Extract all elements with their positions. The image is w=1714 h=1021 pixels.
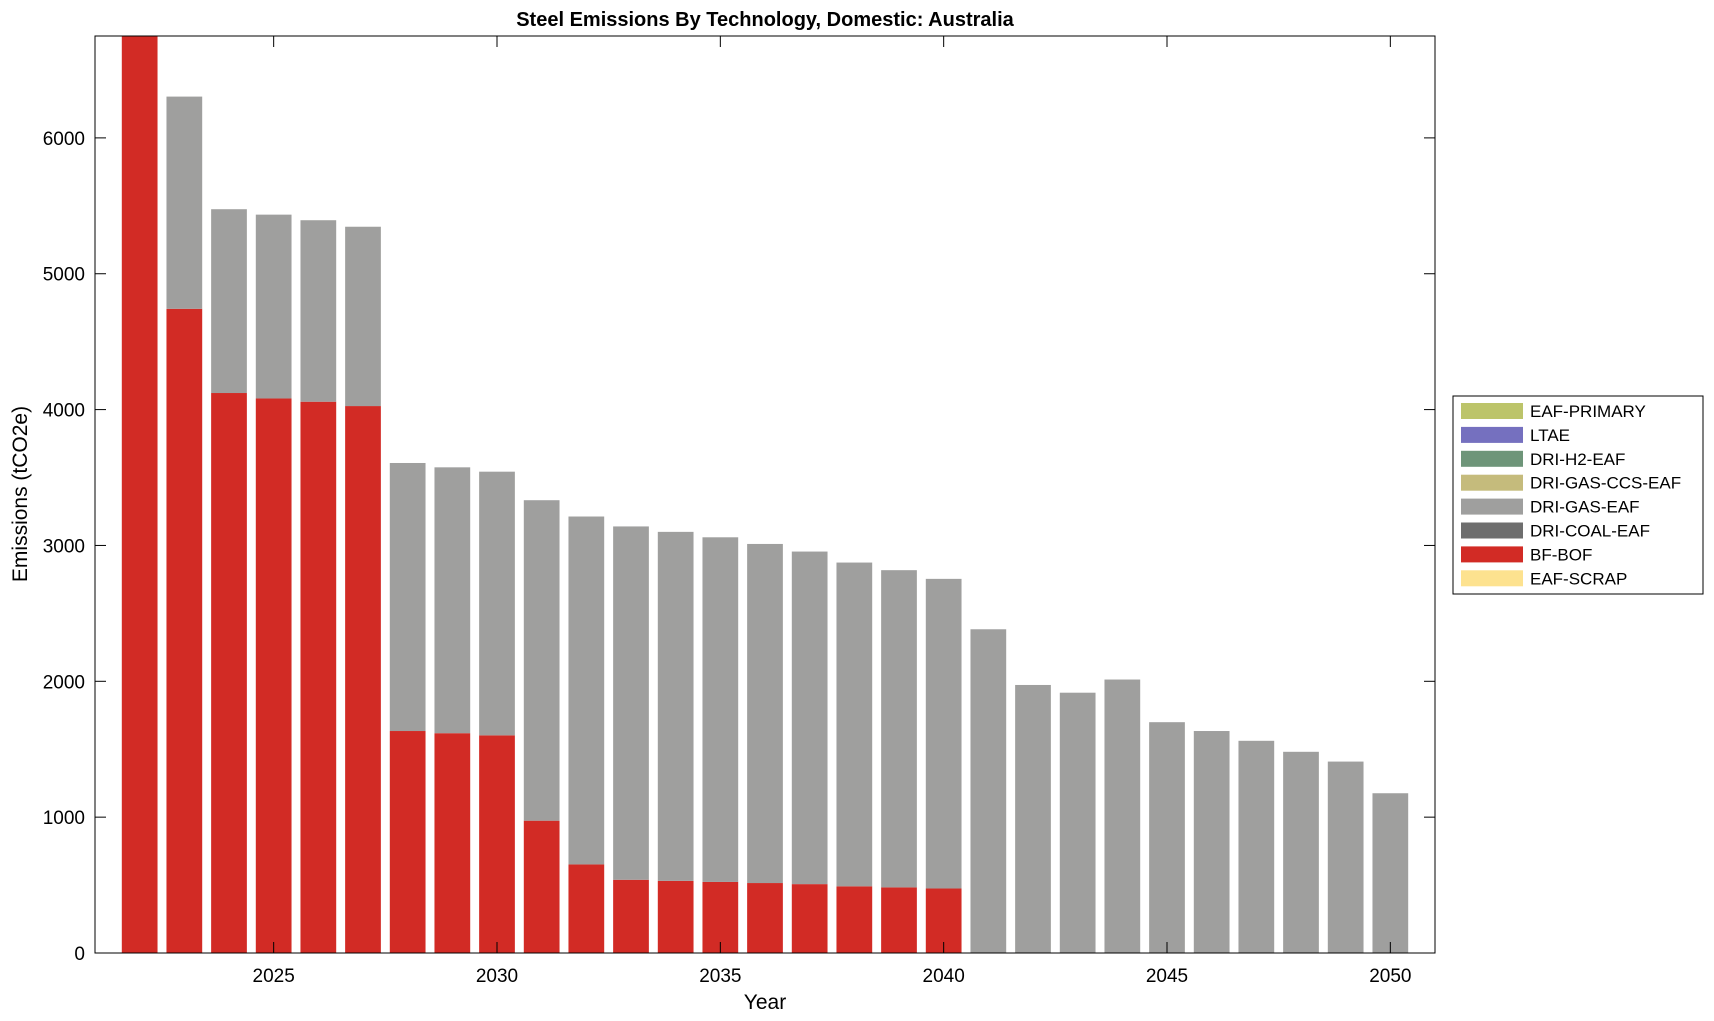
x-tick-label: 2045: [1146, 966, 1188, 987]
bar-dri-gas-eaf-2037: [791, 551, 828, 885]
legend-swatch-dri-gas-eaf: [1461, 498, 1523, 515]
legend: EAF-PRIMARY LTAE DRI-H2-EAF DRI-GAS-CCS-EAF…: [1452, 395, 1704, 595]
bar-dri-gas-eaf-2029: [434, 467, 471, 734]
bar-bf-bof-2022: [121, 36, 158, 953]
x-tick-label: 2030: [476, 966, 518, 987]
bar-dri-gas-eaf-2023: [166, 96, 203, 309]
bar-dri-gas-eaf-2034: [657, 531, 694, 881]
bar-dri-gas-eaf-2032: [568, 516, 605, 865]
y-axis: 0 1000 2000 3000 4000 5000 6000: [43, 129, 1435, 965]
bar-bf-bof-2039: [881, 887, 917, 953]
bar-dri-gas-eaf-2038: [836, 562, 873, 887]
y-tick-label: 2000: [43, 672, 85, 693]
bar-dri-gas-eaf-2026: [300, 220, 337, 402]
x-tick-label: 2025: [253, 966, 295, 987]
legend-label: DRI-COAL-EAF: [1530, 522, 1650, 541]
x-axis: 2025 2030 2035 2040 2045 2050: [253, 36, 1411, 987]
y-tick-label: 5000: [43, 265, 85, 286]
bar-dri-gas-eaf-2036: [747, 543, 783, 884]
bar-dri-gas-eaf-2025: [255, 214, 292, 399]
bar-dri-gas-eaf-2044: [1104, 679, 1141, 953]
bar-dri-gas-eaf-2049: [1327, 761, 1364, 953]
bar-bf-bof-2030: [479, 735, 515, 953]
legend-label: EAF-PRIMARY: [1530, 402, 1646, 421]
bar-dri-gas-eaf-2043: [1059, 692, 1096, 953]
legend-label: DRI-GAS-EAF: [1530, 498, 1640, 517]
bar-bf-bof-2025: [255, 398, 292, 953]
legend-label: LTAE: [1530, 426, 1570, 445]
bar-dri-gas-eaf-2040: [925, 578, 962, 889]
legend-swatch-dri-gas-ccs-eaf: [1461, 474, 1523, 491]
legend-label: EAF-SCRAP: [1530, 569, 1627, 588]
bar-bf-bof-2035: [702, 881, 739, 953]
bar-dri-gas-eaf-2039: [881, 570, 917, 888]
chart-title: Steel Emissions By Technology, Domestic:…: [516, 9, 1014, 31]
y-axis-label: Emissions (tCO2e): [9, 406, 32, 582]
bar-dri-gas-eaf-2031: [523, 500, 560, 821]
y-tick-label: 3000: [43, 536, 85, 557]
bar-dri-gas-eaf-2050: [1372, 793, 1409, 953]
legend-label: BF-BOF: [1530, 545, 1592, 564]
bar-dri-gas-eaf-2041: [970, 629, 1007, 953]
y-tick-label: 6000: [43, 129, 85, 150]
legend-swatch-eaf-primary: [1461, 403, 1523, 419]
bar-bf-bof-2032: [568, 864, 605, 953]
bar-bf-bof-2036: [747, 883, 783, 953]
y-tick-label: 1000: [43, 808, 85, 829]
bar-dri-gas-eaf-2033: [613, 526, 649, 880]
bar-bf-bof-2023: [166, 308, 203, 953]
bar-dri-gas-eaf-2047: [1238, 740, 1275, 953]
bar-dri-gas-eaf-2030: [479, 471, 515, 736]
bar-bf-bof-2031: [523, 820, 560, 953]
bar-dri-gas-eaf-2028: [389, 462, 426, 732]
bar-bf-bof-2026: [300, 401, 337, 953]
x-tick-label: 2040: [923, 966, 965, 987]
bar-bf-bof-2028: [389, 731, 426, 953]
bar-dri-gas-eaf-2046: [1193, 731, 1230, 953]
bar-bf-bof-2037: [791, 884, 828, 953]
bar-bf-bof-2024: [211, 393, 247, 953]
legend-swatch-dri-coal-eaf: [1461, 522, 1523, 539]
legend-label: DRI-GAS-CCS-EAF: [1530, 474, 1681, 493]
legend-swatch-dri-h2-eaf: [1461, 450, 1523, 467]
bar-bf-bof-2034: [657, 880, 694, 953]
legend-swatch-eaf-scrap: [1461, 570, 1523, 587]
bars-group: [121, 36, 1409, 954]
bar-bf-bof-2033: [613, 879, 649, 953]
bar-dri-gas-eaf-2048: [1283, 751, 1319, 953]
plot-frame: [94, 35, 1436, 954]
y-tick-label: 0: [74, 944, 85, 965]
legend-swatch-ltae: [1461, 426, 1523, 443]
bar-bf-bof-2029: [434, 733, 471, 953]
x-axis-label: Year: [744, 991, 786, 1014]
bar-bf-bof-2027: [345, 406, 381, 954]
bar-dri-gas-eaf-2035: [702, 537, 739, 882]
bar-dri-gas-eaf-2027: [345, 226, 381, 407]
x-tick-label: 2050: [1369, 966, 1411, 987]
x-tick-label: 2035: [699, 966, 741, 987]
bar-dri-gas-eaf-2045: [1149, 722, 1185, 953]
bar-bf-bof-2038: [836, 886, 873, 953]
bar-dri-gas-eaf-2024: [211, 209, 247, 394]
bar-dri-gas-eaf-2042: [1015, 684, 1051, 953]
legend-label: DRI-H2-EAF: [1530, 450, 1625, 469]
y-tick-label: 4000: [43, 401, 85, 422]
legend-swatch-bf-bof: [1461, 546, 1523, 563]
